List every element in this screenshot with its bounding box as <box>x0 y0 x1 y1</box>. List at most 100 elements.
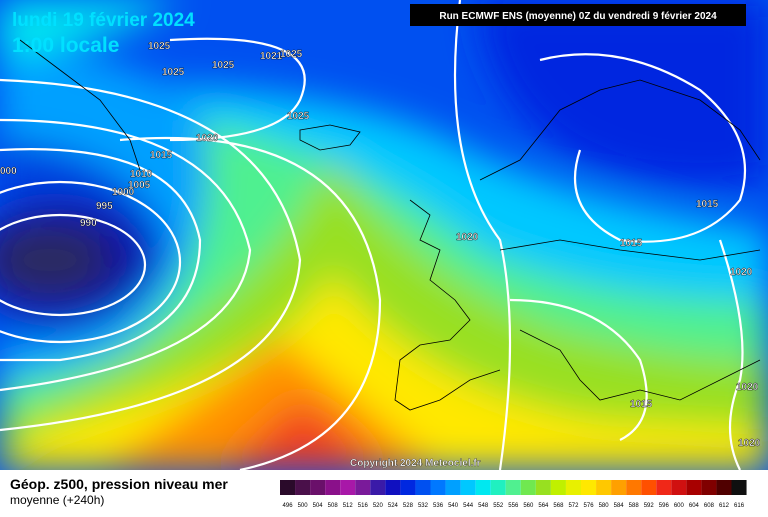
scale-swatch <box>716 480 732 495</box>
scale-swatch <box>370 480 386 495</box>
scale-label: 508 <box>328 503 339 509</box>
isobar-labels: 1025102510251021102510251020101510101005… <box>0 41 761 449</box>
scale-swatch <box>626 480 642 495</box>
isobar-label: 1020 <box>738 438 761 449</box>
scale-swatch <box>686 480 702 495</box>
scale-label: 616 <box>734 503 745 509</box>
scale-label: 560 <box>523 503 534 509</box>
isobar-line <box>0 213 147 317</box>
scale-swatch <box>295 480 311 495</box>
scale-label: 600 <box>674 503 685 509</box>
isobar-label: 1025 <box>162 67 185 78</box>
isobar-label: 1025 <box>212 60 235 71</box>
scale-swatch <box>280 480 296 495</box>
scale-swatch <box>550 480 566 495</box>
scale-label: 552 <box>493 503 504 509</box>
isobar-label: 1020 <box>196 133 219 144</box>
isobar-line <box>453 0 512 471</box>
scale-swatch <box>310 480 326 495</box>
field <box>0 0 768 471</box>
isobar-label: 1000 <box>112 187 135 198</box>
isobar-lines <box>0 0 747 472</box>
time: 1:00 locale <box>12 34 119 57</box>
coastlines <box>19 39 761 411</box>
isobar-line <box>119 136 382 472</box>
isobar-label: 1015 <box>620 238 643 249</box>
coastline <box>19 39 141 171</box>
coastline <box>394 199 501 411</box>
scale-label: 568 <box>553 503 564 509</box>
scale-swatch <box>731 480 747 495</box>
scale-label: 596 <box>659 503 670 509</box>
isobar-label: 1015 <box>696 199 719 210</box>
scale-label: 556 <box>508 503 519 509</box>
scale-swatch <box>596 480 612 495</box>
scale-label: 604 <box>689 503 700 509</box>
copyright: Copyright 2024 Meteociel.fr <box>350 458 481 469</box>
scale-label: 584 <box>614 503 625 509</box>
isobar-line <box>0 148 202 362</box>
scale-swatch <box>535 480 551 495</box>
scale-swatch <box>490 480 506 495</box>
scale-label: 608 <box>704 503 715 509</box>
scale-label: 580 <box>599 503 610 509</box>
scale-swatch <box>415 480 431 495</box>
isobar-label: 1010 <box>130 169 153 180</box>
scale-label: 500 <box>298 503 309 509</box>
isobar-label: 1020 <box>456 232 479 243</box>
isobar-line <box>539 53 747 243</box>
scale-label: 512 <box>343 503 354 509</box>
isobar-label: 1020 <box>736 382 759 393</box>
isobar-label: 1005 <box>128 180 151 191</box>
scale-label: 588 <box>629 503 640 509</box>
scale-label: 540 <box>448 503 459 509</box>
scale-label: 528 <box>403 503 414 509</box>
isobar-line <box>0 118 252 392</box>
color-scale: 496 500 504 508 512 516 520 524 528 532 536 540 544 5… <box>280 480 747 509</box>
scale-swatch <box>701 480 717 495</box>
scale-label: 516 <box>358 503 369 509</box>
isobar-label: 1025 <box>280 49 303 60</box>
legend-title: Géop. z500, pression niveau mer <box>10 476 228 492</box>
scale-swatch <box>656 480 672 495</box>
scale-label: 504 <box>313 503 324 509</box>
scale-label: 592 <box>644 503 655 509</box>
scale-swatch <box>430 480 446 495</box>
run-info: Run ECMWF ENS (moyenne) 0Z du vendredi 9… <box>439 11 717 22</box>
isobar-line <box>718 239 744 471</box>
scale-swatch <box>565 480 581 495</box>
isobar-line <box>169 37 306 142</box>
run-box <box>410 4 746 26</box>
scale-label: 524 <box>388 503 399 509</box>
isobar-label: 995 <box>96 201 113 212</box>
legend-subtitle: moyenne (+240h) <box>10 493 104 507</box>
isobar-line <box>0 180 182 344</box>
coastline <box>299 124 361 151</box>
scale-swatch <box>475 480 491 495</box>
date: lundi 19 février 2024 <box>12 10 195 31</box>
scale-swatch <box>671 480 687 495</box>
scale-swatch <box>641 480 657 495</box>
isobar-label: 1025 <box>287 111 310 122</box>
scale-swatch <box>520 480 536 495</box>
scale-swatch <box>355 480 371 495</box>
isobar-line <box>0 78 302 432</box>
scale-label: 612 <box>719 503 730 509</box>
scale-swatch <box>340 480 356 495</box>
scale-label: 548 <box>478 503 489 509</box>
isobar-label: 000 <box>0 166 17 177</box>
isobar-label: 1015 <box>150 150 173 161</box>
scale-label: 544 <box>463 503 474 509</box>
isobar-label: 1021 <box>260 51 283 62</box>
scale-swatch <box>611 480 627 495</box>
scale-label: 520 <box>373 503 384 509</box>
isobar-label: 990 <box>80 218 97 229</box>
scale-label: 536 <box>433 503 444 509</box>
isobar-label: 1015 <box>630 399 653 410</box>
scale-label: 496 <box>283 503 294 509</box>
scale-label: 576 <box>584 503 595 509</box>
scale-swatch <box>581 480 597 495</box>
coastline <box>479 79 761 181</box>
